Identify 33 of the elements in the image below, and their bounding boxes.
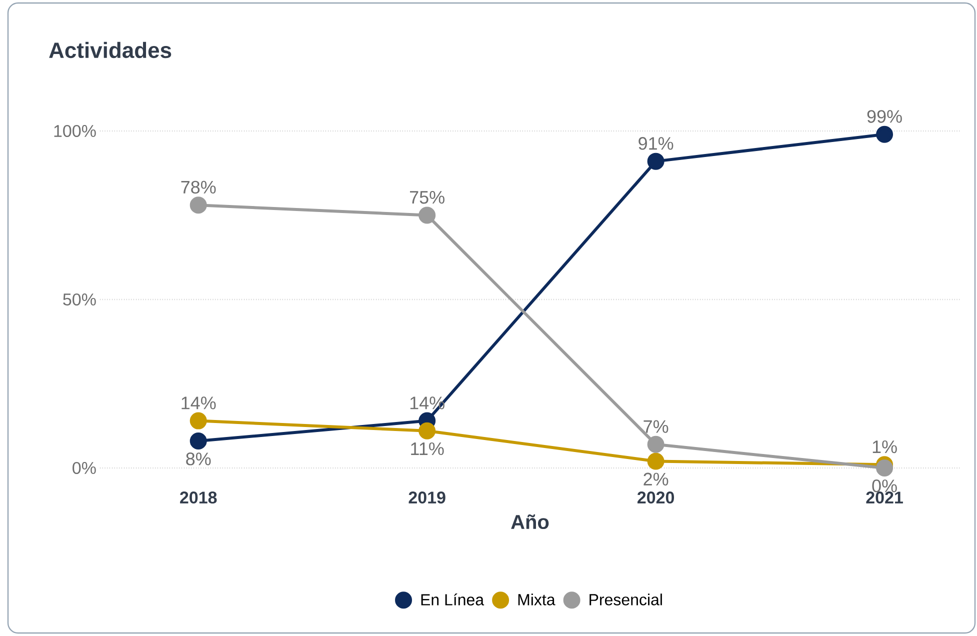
point xyxy=(876,459,894,476)
point xyxy=(647,152,664,170)
data-label: 0% xyxy=(872,480,897,492)
data-label: 2% xyxy=(644,472,668,486)
data-label: 91% xyxy=(638,137,674,150)
data-label: 99% xyxy=(867,110,902,123)
data-label: 7% xyxy=(644,420,668,433)
data-label: 1% xyxy=(872,440,897,454)
legend-label: Presencial xyxy=(590,594,662,606)
point xyxy=(190,432,207,450)
data-label: 78% xyxy=(181,180,216,194)
point xyxy=(418,422,436,440)
x-axis-title: Año xyxy=(511,514,549,530)
x-tick-label: 2018 xyxy=(180,492,217,504)
point xyxy=(190,412,207,430)
data-label: 11% xyxy=(411,442,444,456)
legend-label: Mixta xyxy=(518,594,556,606)
y-tick-label: 0% xyxy=(72,462,96,474)
point xyxy=(190,196,207,214)
data-label: 8% xyxy=(186,452,211,466)
x-tick-label: 2021 xyxy=(866,492,903,504)
x-tick-label: 2020 xyxy=(637,492,674,504)
data-label: 14% xyxy=(182,396,216,410)
chart-title: Actividades xyxy=(49,42,172,58)
y-tick-label: 50% xyxy=(63,293,96,306)
point xyxy=(876,126,894,143)
data-label: 75% xyxy=(410,191,444,204)
point xyxy=(647,436,664,453)
point xyxy=(647,452,664,470)
x-tick-label: 2019 xyxy=(408,492,446,504)
legend-label: En Línea xyxy=(421,594,484,606)
point xyxy=(418,206,436,224)
y-tick-label: 100% xyxy=(54,124,96,138)
